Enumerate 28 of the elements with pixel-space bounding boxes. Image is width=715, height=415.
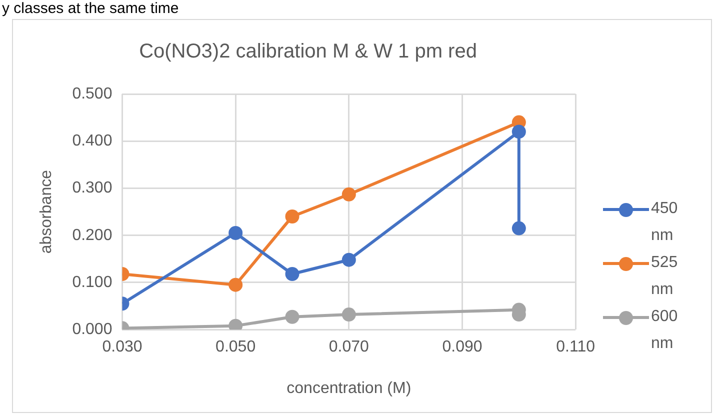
y-tick-label: 0.200 <box>72 226 112 244</box>
y-tick-label: 0.300 <box>72 180 112 197</box>
y-tick-label: 0.400 <box>72 132 112 150</box>
x-tick-label: 0.070 <box>328 338 370 356</box>
x-tick-label: 0.030 <box>102 338 142 356</box>
y-tick-label: 0.100 <box>72 274 112 291</box>
point <box>228 278 243 292</box>
legend-label: 600 nm <box>651 307 679 354</box>
x-axis-title: concentration (M) <box>286 380 412 397</box>
point <box>342 187 356 202</box>
point <box>512 221 526 236</box>
point <box>285 210 300 224</box>
point <box>285 267 300 281</box>
point <box>512 124 526 139</box>
legend-label: 525 nm <box>651 253 679 300</box>
point <box>342 252 356 267</box>
point <box>342 308 356 322</box>
y-tick-label: 0.000 <box>72 321 112 338</box>
y-tick-label: 0.500 <box>72 85 112 102</box>
y-axis-title: absorbance <box>38 170 56 254</box>
text: y classes at the same time <box>2 0 179 17</box>
legend-label: 450 nm <box>651 199 679 246</box>
x-tick-label: 0.110 <box>556 338 596 356</box>
chart-title: Co(NO3)2 calibration M & W 1 pm red <box>139 40 477 63</box>
x-tick-label: 0.050 <box>216 338 256 356</box>
point <box>228 226 243 240</box>
point <box>285 310 300 324</box>
x-tick-label: 0.090 <box>442 338 482 356</box>
